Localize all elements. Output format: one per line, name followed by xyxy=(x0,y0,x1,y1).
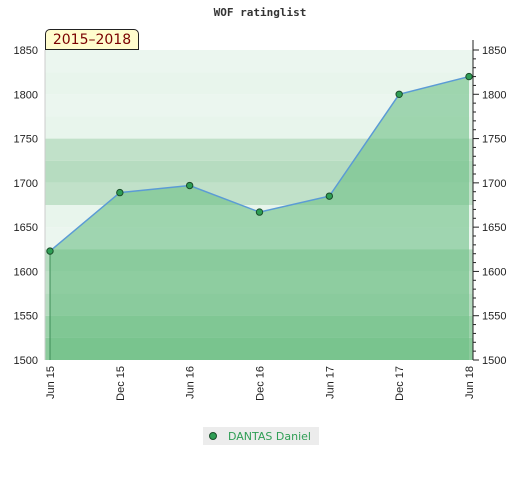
data-point[interactable] xyxy=(255,208,264,216)
y-tick-label-right: 1800 xyxy=(482,89,506,101)
x-tick-label: Jun 16 xyxy=(185,366,197,399)
data-point[interactable] xyxy=(116,188,124,197)
y-tick-label-right: 1850 xyxy=(482,45,506,57)
y-tick-label-left: 1750 xyxy=(14,134,38,146)
data-point[interactable] xyxy=(46,247,54,255)
background-band xyxy=(45,72,473,95)
y-tick-label-right: 1700 xyxy=(482,178,506,190)
x-tick-label: Dec 15 xyxy=(115,366,127,401)
y-tick-label-left: 1550 xyxy=(14,311,38,323)
chart-title: WOF ratinglist xyxy=(213,6,307,19)
data-point[interactable] xyxy=(325,192,334,200)
y-tick-label-right: 1750 xyxy=(482,134,506,146)
data-point[interactable] xyxy=(395,90,403,98)
y-tick-label-left: 1800 xyxy=(14,89,38,101)
background-band xyxy=(45,50,473,73)
x-tick-label: Jun 18 xyxy=(464,366,476,399)
y-tick-label-left: 1700 xyxy=(14,178,38,190)
x-tick-label: Jun 15 xyxy=(45,366,57,399)
legend-marker xyxy=(209,432,217,440)
y-tick-label-right: 1650 xyxy=(482,222,506,234)
y-tick-label-left: 1650 xyxy=(14,222,38,234)
y-tick-label-left: 1500 xyxy=(14,355,38,367)
y-tick-label-right: 1600 xyxy=(482,266,506,278)
series-area xyxy=(50,76,469,361)
legend-label: DANTAS Daniel xyxy=(228,429,311,443)
y-tick-label-right: 1550 xyxy=(482,311,506,323)
legend[interactable]: DANTAS Daniel xyxy=(203,427,319,445)
x-tick-label: Dec 16 xyxy=(255,366,267,401)
background-band xyxy=(45,94,473,117)
period-badge: 2015–2018 xyxy=(45,29,139,50)
background-band xyxy=(45,116,473,139)
x-tick-label: Dec 17 xyxy=(394,366,406,401)
y-tick-label-left: 1850 xyxy=(14,45,38,57)
y-tick-label-left: 1600 xyxy=(14,266,38,278)
data-point[interactable] xyxy=(465,72,473,81)
data-point[interactable] xyxy=(185,181,194,190)
x-tick-label: Jun 17 xyxy=(324,366,336,399)
y-tick-label-right: 1500 xyxy=(482,355,506,367)
